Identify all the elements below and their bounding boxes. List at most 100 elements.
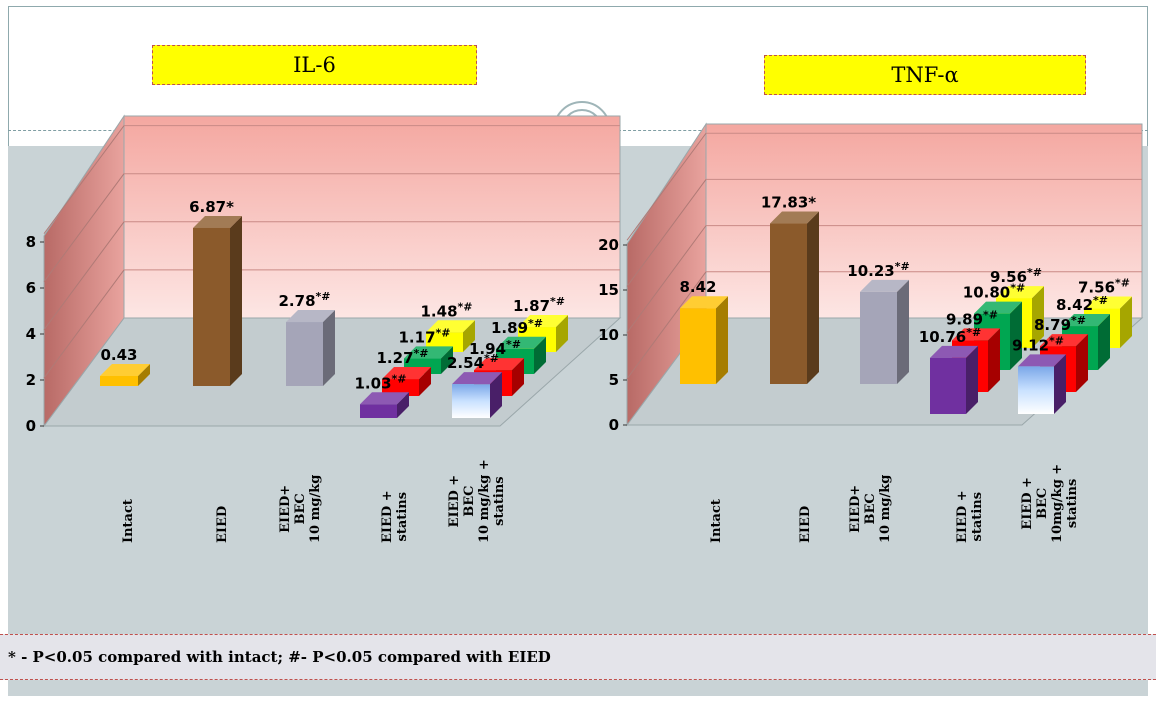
gridline-side [626, 132, 707, 241]
bar [286, 322, 323, 386]
y-tick-label: 2 [26, 371, 36, 389]
data-label: 10.76*# [919, 326, 981, 346]
chart-il6: 024680.436.87*2.78*#1.03*#1.27*#1.17*#1.… [26, 114, 622, 435]
bar [193, 227, 230, 386]
data-label: 10.23*# [847, 260, 909, 280]
bar-top [100, 364, 150, 376]
bar-side [966, 345, 978, 414]
data-label-sup: *# [528, 317, 543, 330]
category-label: EIED + BEC 10mg/kg + statins [1020, 463, 1080, 543]
bar-side [897, 279, 909, 384]
data-label-sup: *# [484, 352, 499, 365]
data-label-sup: *# [1071, 314, 1086, 327]
bar-top [474, 358, 524, 371]
bar-side [441, 346, 453, 374]
gridline-side [626, 271, 707, 380]
bar-top [1018, 354, 1066, 367]
footnote: * - P<0.05 compared with intact; #- P<0.… [0, 634, 1156, 680]
bar-top [1062, 314, 1110, 327]
bar-top [496, 336, 546, 349]
bar-side [323, 310, 335, 386]
bar [930, 357, 966, 414]
chart-title-il6: IL-6 [152, 45, 477, 85]
bar-top [518, 315, 568, 328]
bar-top [860, 279, 909, 292]
y-tick-label: 4 [26, 325, 36, 343]
bar-top [974, 301, 1022, 314]
y-tick-label: 0 [609, 416, 619, 434]
y-tick-label: 5 [609, 371, 619, 389]
bar-side [988, 328, 1000, 392]
bar-top [360, 392, 409, 405]
bar-top [1084, 296, 1132, 309]
data-label: 17.83* [761, 194, 816, 212]
category-label: Intact [120, 499, 136, 543]
category-label: EIED + statins [380, 490, 410, 543]
bar-side [1120, 296, 1132, 348]
bar-top [382, 367, 431, 380]
bar [100, 376, 138, 386]
bar-side [1054, 354, 1066, 414]
gridline-side [626, 225, 707, 333]
data-label-sup: *# [550, 295, 565, 308]
category-label: EIED+ BEC 10 mg/kg [277, 474, 323, 543]
bar [680, 308, 716, 384]
category-label: Intact [708, 499, 724, 543]
bar-top [996, 286, 1044, 299]
data-label: 10.80*# [963, 282, 1025, 302]
chart-tnf: 051015208.4217.83*10.23*#10.76*#9.89*#10… [598, 122, 1144, 434]
data-label-sup: *# [1093, 294, 1108, 307]
y-tick-label: 15 [598, 281, 619, 299]
bar-side [1076, 334, 1088, 392]
bar [860, 291, 897, 384]
bar-side [807, 211, 819, 384]
data-label-sup: *# [1010, 282, 1025, 295]
bar-side [556, 315, 568, 352]
chart-title-tnf: TNF-α [764, 55, 1086, 95]
bar-top [426, 320, 475, 333]
bar-side [534, 336, 546, 374]
bar-side [397, 392, 409, 418]
data-label-sup: *# [1049, 334, 1064, 347]
y-tick-label: 20 [598, 236, 619, 254]
data-label-sup: *# [316, 290, 331, 303]
gridline-side [43, 173, 125, 283]
y-tick-label: 10 [598, 326, 619, 344]
bar-side [463, 320, 475, 352]
data-label-sup: *# [983, 308, 998, 321]
data-label-sup: *# [895, 260, 910, 273]
gridline-side [43, 125, 125, 234]
bar-top [680, 296, 728, 309]
bar-side [419, 367, 431, 396]
gridline-side [43, 221, 125, 331]
bar-side [1098, 314, 1110, 370]
bar-side [1010, 301, 1022, 370]
y-tick-label: 0 [26, 417, 36, 435]
category-label: EIED + BEC 10 mg/kg + statins [447, 459, 507, 543]
category-label: EIED [214, 505, 230, 543]
gridline-side [626, 179, 707, 287]
bar-top [193, 215, 242, 228]
bar-side [230, 215, 242, 386]
data-label: 6.87* [189, 198, 234, 216]
bar-side [490, 372, 502, 418]
y-tick-label: 6 [26, 279, 36, 297]
bar-top [1040, 334, 1088, 347]
data-label: 0.43 [100, 346, 137, 364]
bar-top [930, 345, 978, 358]
bar [1018, 366, 1054, 414]
data-label-sup: *# [1115, 277, 1130, 290]
bar-side [512, 358, 524, 396]
data-label-sup: *# [966, 326, 981, 339]
gridline-side [43, 269, 125, 379]
bar-top [404, 346, 453, 359]
bar-top [952, 328, 1000, 341]
category-label: EIED+ BEC 10 mg/kg [847, 474, 893, 543]
bar [360, 404, 397, 418]
data-label-sup: *# [392, 372, 407, 385]
bar-side [1032, 286, 1044, 348]
data-label-sup: *# [414, 347, 429, 360]
data-label-sup: *# [458, 300, 473, 313]
category-label: EIED [797, 505, 813, 543]
